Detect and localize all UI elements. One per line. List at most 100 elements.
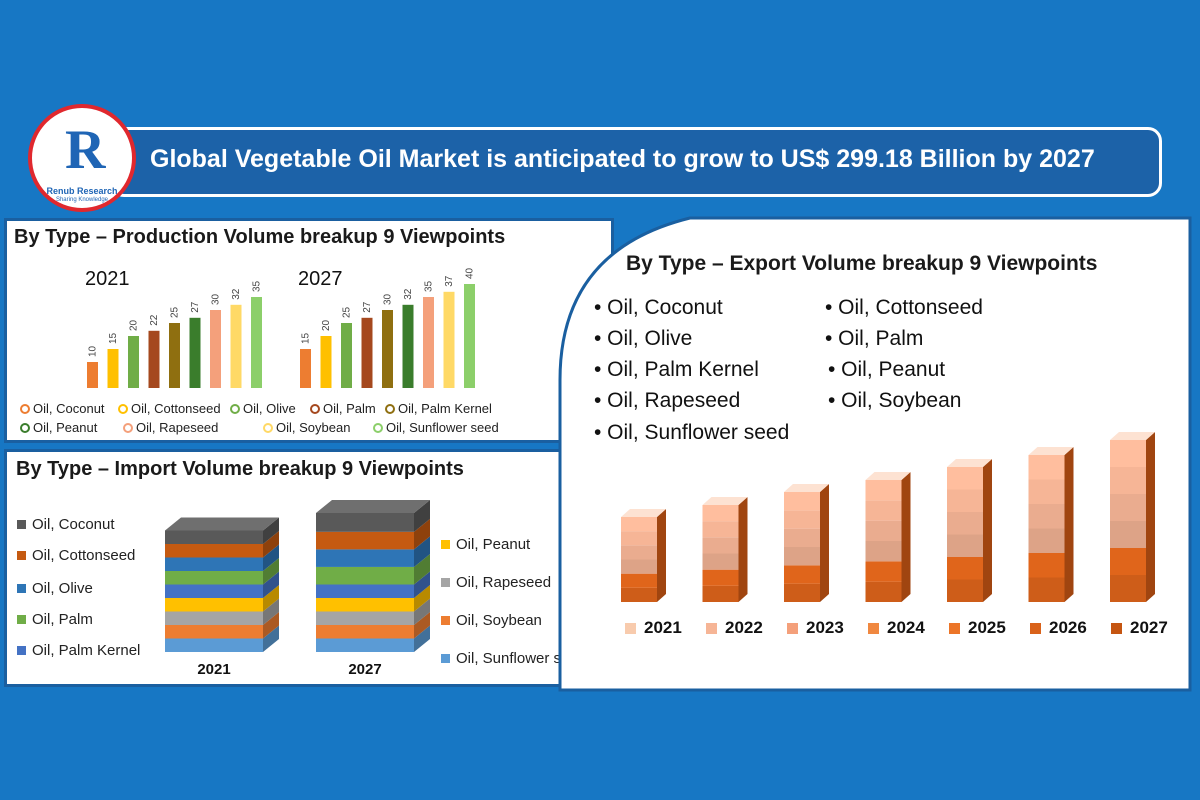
bar	[169, 323, 180, 388]
legend-label: Oil, Sunflower seed	[456, 650, 587, 667]
stack-segment	[316, 531, 414, 550]
stack-segment-side	[414, 499, 430, 532]
bar	[402, 304, 414, 388]
legend-label: Oil, Sunflower seed	[386, 420, 499, 435]
stack-segment	[316, 598, 414, 612]
bar-segment	[702, 569, 739, 586]
stack-segment-side	[263, 598, 279, 625]
stack-segment-side	[414, 625, 430, 652]
data-label: 27	[362, 301, 373, 313]
legend-label: Oil, Palm Kernel	[32, 642, 141, 659]
bar-segment	[1028, 577, 1065, 602]
legend-marker	[230, 403, 240, 414]
stack-segment	[316, 549, 414, 567]
legend-label: Oil, Cottonseed	[32, 547, 136, 564]
legend-item: Oil, Peanut	[20, 420, 97, 435]
logo-mark-icon: R	[65, 119, 106, 181]
stack-segment-side	[414, 612, 430, 639]
legend-marker	[310, 403, 320, 414]
bar-segment	[702, 521, 739, 538]
stack-segment-side	[414, 571, 430, 598]
stack-segment-side	[263, 531, 279, 558]
legend-marker	[441, 616, 450, 625]
legend-item: Oil, Coconut	[20, 401, 105, 416]
legend-marker	[20, 422, 30, 433]
title-banner	[110, 127, 1162, 197]
stack-segment	[316, 611, 414, 625]
legend-marker	[787, 622, 798, 634]
stack-segment	[165, 557, 263, 571]
bar-segment	[1028, 553, 1065, 578]
legend-item: Oil, Peanut	[441, 536, 530, 553]
stack-segment	[316, 638, 414, 652]
stack-segment	[316, 584, 414, 598]
bar	[320, 336, 332, 388]
bullet-item: • Oil, Coconut	[594, 296, 723, 319]
bar-segment	[1110, 575, 1146, 602]
data-label: 35	[252, 280, 263, 292]
data-label: 20	[321, 319, 332, 331]
bar-segment	[865, 581, 902, 602]
legend-item: Oil, Palm Kernel	[385, 401, 492, 416]
bar	[382, 310, 393, 388]
page-title: Global Vegetable Oil Market is anticipat…	[150, 145, 1095, 173]
data-label: 40	[465, 267, 476, 279]
stack-segment-side	[414, 585, 430, 612]
legend-marker	[17, 615, 26, 624]
legend-label: Oil, Olive	[243, 401, 296, 416]
bar-segment	[621, 573, 657, 588]
logo: R Renub Research Sharing Knowledge	[28, 104, 136, 212]
bar-side	[1064, 447, 1074, 602]
data-label: 25	[342, 306, 353, 318]
stack-segment	[316, 566, 414, 585]
bar-top	[702, 497, 748, 505]
stack-segment	[165, 625, 263, 639]
legend-label: 2025	[968, 618, 1006, 637]
legend-item: Oil, Olive	[230, 401, 296, 416]
bar-segment	[621, 559, 657, 574]
legend-marker	[17, 551, 26, 560]
stack-segment	[165, 584, 263, 598]
stack-segment	[165, 544, 263, 558]
legend-marker	[118, 403, 128, 414]
legend-item: Oil, Cottonseed	[17, 547, 135, 564]
bar-segment	[865, 561, 902, 582]
bullet-item: • Oil, Palm Kernel	[594, 358, 759, 381]
stack-segment-side	[263, 625, 279, 652]
bar-segment	[865, 520, 902, 541]
legend-marker	[17, 646, 26, 655]
bar-segment	[784, 492, 820, 511]
legend-marker	[385, 403, 395, 414]
legend-label: 2023	[806, 618, 844, 637]
bar-segment	[947, 534, 983, 557]
bar-side	[657, 509, 666, 602]
bar-segment	[1110, 494, 1146, 521]
category-label: 2021	[197, 661, 230, 678]
legend-item: 2023	[787, 618, 844, 638]
legend-marker	[17, 520, 26, 529]
bar	[300, 349, 311, 388]
legend-marker	[1030, 622, 1041, 634]
legend-item: Oil, Palm	[310, 401, 376, 416]
bar-side	[820, 484, 829, 602]
stack-segment	[316, 512, 414, 532]
bar	[128, 336, 139, 388]
bar	[210, 310, 221, 388]
legend-label: Oil, Palm	[323, 401, 376, 416]
bar-top	[947, 459, 992, 467]
bar-side	[901, 472, 911, 602]
legend-item: Oil, Cottonseed	[118, 401, 221, 416]
bar-segment	[947, 489, 983, 512]
bar-segment	[621, 517, 657, 532]
bar-segment	[621, 587, 657, 602]
legend-label: Oil, Soybean	[456, 612, 542, 629]
legend-item: Oil, Soybean	[263, 420, 350, 435]
legend-marker	[441, 578, 450, 587]
bar-top	[1028, 447, 1074, 455]
legend-marker	[263, 422, 273, 433]
logo-tagline: Sharing Knowledge	[55, 197, 109, 203]
data-label: 32	[231, 288, 242, 300]
legend-item: Oil, Olive	[17, 580, 93, 597]
